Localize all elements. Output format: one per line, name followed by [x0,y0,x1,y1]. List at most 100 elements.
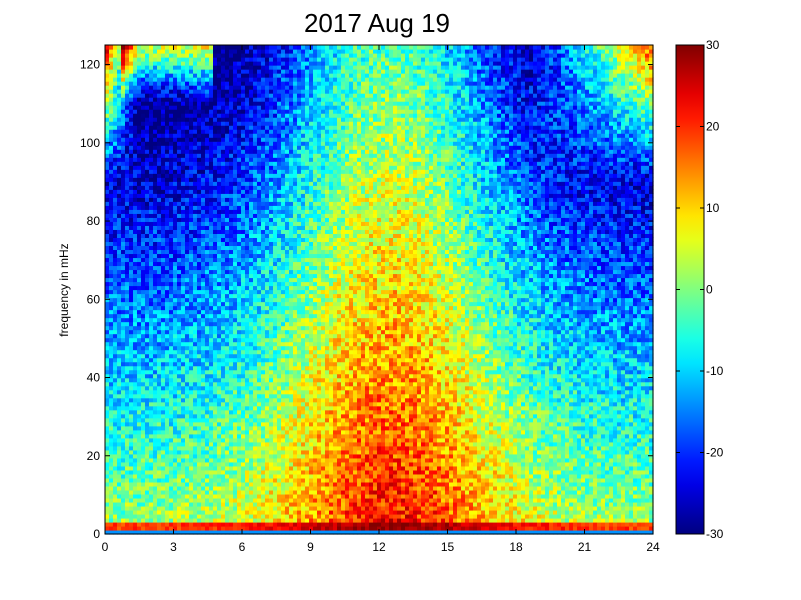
heatmap-cell [253,425,258,431]
heatmap-cell [185,269,190,275]
heatmap-cell [233,65,238,70]
heatmap-cell [213,153,218,158]
heatmap-cell [213,413,218,419]
heatmap-cell [181,281,186,287]
heatmap-cell [121,225,126,230]
heatmap-cell [217,201,222,206]
heatmap-cell [109,249,114,255]
heatmap-cell [193,357,198,363]
heatmap-cell [157,521,162,527]
heatmap-cell [201,281,206,287]
heatmap-cell [265,457,270,463]
heatmap-cell [105,361,110,367]
heatmap-cell [217,345,222,351]
heatmap-cell [177,273,182,279]
heatmap-cell [189,301,194,307]
heatmap-cell [165,89,170,94]
heatmap-cell [129,201,134,206]
heatmap-cell [209,365,214,371]
heatmap-cell [117,145,122,150]
heatmap-cell [181,237,186,242]
heatmap-cell [141,389,146,395]
heatmap-cell [245,177,250,182]
heatmap-cell [185,357,190,363]
heatmap-cell [201,101,206,106]
heatmap-cell [145,81,150,86]
heatmap-cell [185,149,190,154]
heatmap-cell [257,373,262,379]
heatmap-cell [141,385,146,391]
heatmap-cell [181,509,186,515]
heatmap-cell [181,145,186,150]
heatmap-cell [153,317,158,323]
heatmap-cell [193,341,198,347]
heatmap-cell [105,261,110,267]
heatmap-cell [237,369,242,375]
heatmap-cell [157,321,162,327]
heatmap-cell [129,261,134,267]
heatmap-cell [145,65,150,70]
heatmap-cell [209,469,214,475]
heatmap-cell [257,361,262,367]
heatmap-cell [185,53,190,58]
heatmap-cell [257,381,262,387]
heatmap-cell [233,485,238,491]
heatmap-cell [133,357,138,363]
heatmap-cell [121,393,126,399]
heatmap-cell [233,69,238,74]
heatmap-cell [245,441,250,447]
heatmap-cell [261,269,266,275]
heatmap-cell [217,513,222,519]
heatmap-cell [105,493,110,499]
heatmap-cell [165,125,170,130]
heatmap-cell [213,101,218,106]
heatmap-cell [205,473,210,479]
heatmap-cell [125,189,130,194]
heatmap-cell [245,365,250,371]
heatmap-cell [105,425,110,431]
heatmap-cell [165,497,170,503]
heatmap-cell [197,245,202,251]
heatmap-cell [161,237,166,242]
heatmap-cell [105,529,110,535]
heatmap-cell [265,85,270,90]
heatmap-cell [209,257,214,263]
heatmap-cell [141,513,146,519]
heatmap-cell [145,433,150,439]
heatmap-cell [145,261,150,267]
heatmap-cell [153,381,158,387]
heatmap-cell [125,213,130,218]
heatmap-cell [129,241,134,247]
heatmap-cell [249,353,254,359]
heatmap-cell [133,129,138,134]
heatmap-cell [169,85,174,90]
heatmap-cell [189,297,194,303]
heatmap-cell [201,229,206,234]
heatmap-cell [161,265,166,271]
heatmap-cell [237,413,242,419]
heatmap-cell [181,425,186,431]
heatmap-cell [229,321,234,327]
heatmap-cell [213,393,218,399]
heatmap-cell [121,517,126,523]
heatmap-cell [105,289,110,295]
heatmap-cell [125,173,130,178]
heatmap-cell [185,209,190,214]
heatmap-cell [149,389,154,395]
heatmap-cell [217,485,222,491]
heatmap-cell [197,317,202,323]
heatmap-cell [109,237,114,242]
heatmap-cell [121,57,126,62]
heatmap-cell [201,393,206,399]
heatmap-cell [105,445,110,451]
heatmap-cell [217,105,222,110]
heatmap-cell [217,69,222,74]
heatmap-cell [121,205,126,210]
heatmap-cell [197,129,202,134]
heatmap-cell [245,45,250,50]
heatmap-cell [161,181,166,186]
heatmap-cell [169,285,174,291]
heatmap-cell [197,113,202,118]
heatmap-cell [245,497,250,503]
heatmap-cell [125,321,130,327]
